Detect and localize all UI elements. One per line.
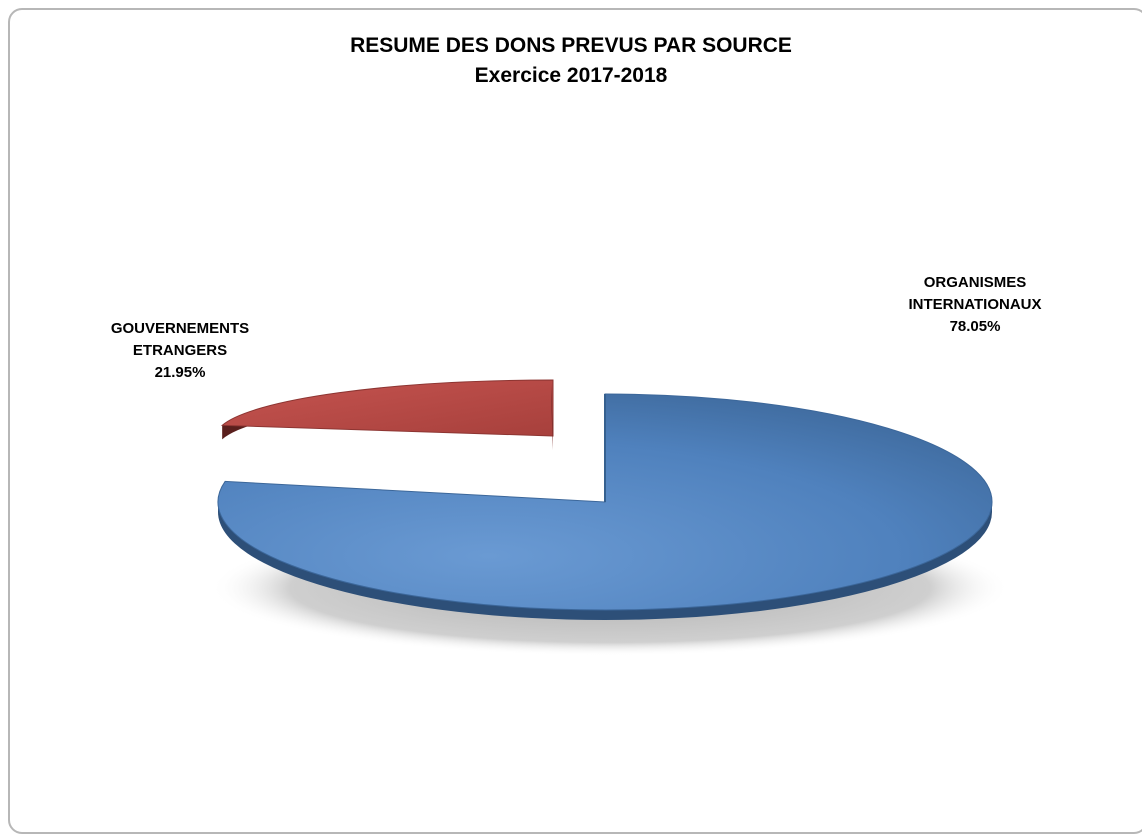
- slice-label-gouvernements: GOUVERNEMENTS ETRANGERS 21.95%: [60, 318, 300, 384]
- chart-frame: [8, 8, 1142, 834]
- slice-label-organismes-line2: INTERNATIONAUX: [908, 296, 1042, 313]
- slice-value-organismes: 78.05%: [949, 318, 1001, 335]
- chart-subtitle: Exercice 2017-2018: [474, 64, 668, 87]
- slice-label-gouvernements-line2: ETRANGERS: [132, 342, 228, 359]
- pie-slice-gouvernements: [220, 379, 554, 437]
- slice-label-organismes-line1: ORGANISMES: [923, 274, 1027, 291]
- slice-value-gouvernements: 21.95%: [154, 364, 206, 381]
- chart-title: RESUME DES DONS PREVUS PAR SOURCE: [350, 34, 792, 57]
- slice-label-gouvernements-line1: GOUVERNEMENTS: [110, 320, 250, 337]
- pie-slice-gouvernements-edge: [551, 384, 553, 450]
- slice-label-organismes: ORGANISMES INTERNATIONAUX 78.05%: [855, 272, 1095, 338]
